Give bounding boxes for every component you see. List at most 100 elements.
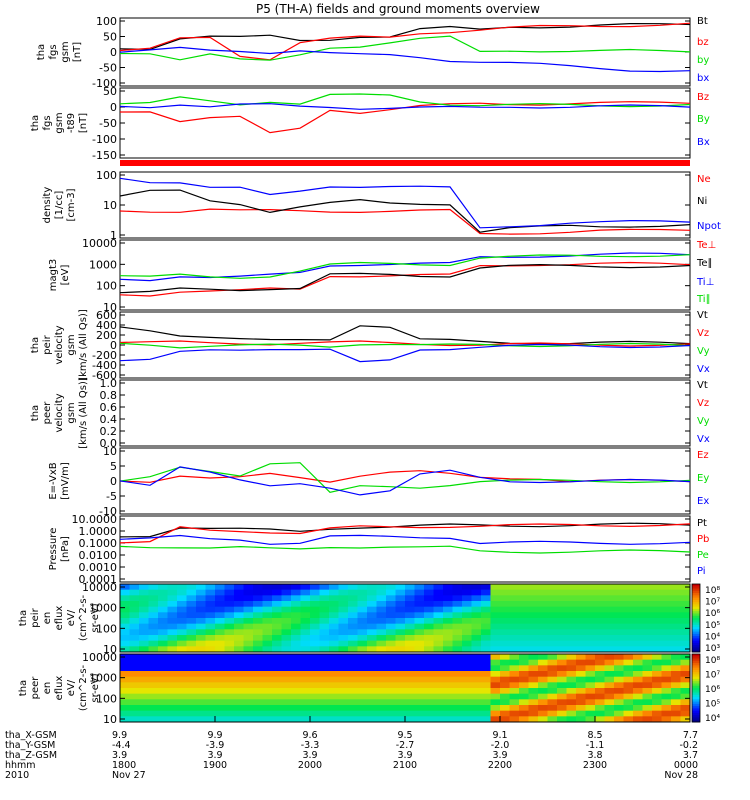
panel-1: 100 50 0 -50 -100 tha fgs gsm [nT] Bt bz by bx	[36, 15, 709, 90]
colorbar-label: 10⁸	[705, 586, 720, 596]
y-axis-label: en	[42, 612, 53, 625]
legend-entry: Pb	[697, 534, 709, 545]
legend-entry: Pi	[697, 566, 706, 577]
y-axis-label: sr-eV)	[90, 673, 101, 702]
y-axis-label: gsm	[66, 334, 77, 355]
y-tick-label: -50	[99, 117, 117, 130]
y-tick-label: 1000	[89, 258, 117, 271]
x-tick-label: 1900	[203, 760, 227, 771]
x-tick-label: -0.2	[679, 740, 698, 751]
legend-entry: by	[697, 55, 709, 66]
y-tick-label: 0	[110, 475, 117, 488]
y-axis-label: [km/s (All Qs)]	[78, 309, 89, 381]
y-tick-label: 1.0000	[79, 525, 118, 538]
series-line-Vt	[119, 325, 691, 345]
legend-entry: Pt	[697, 518, 707, 529]
y-tick-label: 0	[110, 101, 117, 114]
y-axis-label: [nT]	[78, 113, 89, 133]
y-axis-label: peir	[42, 334, 53, 354]
x-tick-label: 2200	[488, 760, 512, 771]
y-axis-label: density	[42, 187, 53, 224]
legend-entry: Vz	[697, 398, 709, 409]
x-tick-label: 9.9	[207, 730, 222, 741]
colorbar-label: 10⁵	[705, 700, 720, 710]
y-tick-label: 50	[103, 85, 117, 98]
y-tick-label: 0.0001	[79, 573, 118, 586]
legend-entry: Vy	[697, 416, 710, 427]
y-tick-label: 0	[110, 339, 117, 352]
x-tick-label: -3.3	[301, 740, 320, 751]
panel-10: 10⁸ 10⁷ 10⁶ 10⁵ 10⁴ 10000 1000 100 10 tha peer en ef…	[18, 651, 720, 726]
colorbar-label: 10⁷	[705, 671, 720, 681]
plot-title: P5 (TH-A) fields and ground moments over…	[256, 2, 540, 16]
legend-entry: Vz	[697, 328, 709, 339]
y-tick-label: -600	[92, 369, 117, 382]
x-tick-label: 2000	[298, 760, 322, 771]
legend-entry: Ne	[697, 174, 711, 185]
panel-6: 1.00.80.60.40.20.0 tha peer velocity gsm [km/…	[30, 377, 710, 450]
x-tick-label: 3.8	[587, 750, 602, 761]
legend-entry: Bz	[697, 92, 709, 103]
y-axis-label: peir	[30, 607, 41, 627]
legend-entry: Npot	[697, 221, 721, 232]
x-tick-label: -1.1	[586, 740, 605, 751]
legend-entry: bx	[697, 73, 709, 84]
y-tick-label: -200	[92, 349, 117, 362]
series-line-Pt	[119, 522, 691, 538]
y-tick-label: -150	[92, 149, 117, 162]
panel-7: 10 5 0 -5 -10 E=-VxB [mV/m] Ez Ey Ex	[48, 445, 709, 518]
y-axis-label: eflux	[54, 676, 65, 701]
legend-entry: Ex	[697, 496, 709, 507]
y-axis-label: tha	[36, 44, 47, 60]
y-axis-label: Pressure	[48, 528, 59, 571]
y-axis-label: peer	[42, 401, 53, 425]
separator-bar	[120, 160, 690, 166]
y-tick-label: 600	[96, 309, 117, 322]
y-tick-label: 100	[96, 15, 117, 28]
y-tick-label: 100	[96, 622, 117, 635]
x-tick-label: 2300	[583, 760, 607, 771]
series-line-Ey	[119, 462, 691, 493]
colorbar-label: 10⁶	[705, 685, 720, 695]
x-tick-label: 3.9	[207, 750, 222, 761]
x-tick-label: 3.7	[683, 750, 698, 761]
legend-entry: Ez	[697, 450, 709, 461]
y-axis-label: tha	[18, 610, 29, 626]
x-tick-label: Nov 28	[664, 770, 698, 781]
series-line-by	[119, 35, 691, 61]
y-axis-label: velocity	[54, 393, 65, 432]
x-axis-row-label: tha_Y-GSM	[5, 740, 55, 751]
legend-entry: Vx	[697, 364, 710, 375]
x-tick-label: 3.9	[492, 750, 507, 761]
y-axis-label: sr-eV)	[90, 603, 101, 632]
x-tick-label: 0000	[674, 760, 698, 771]
legend-entry: Bt	[697, 16, 708, 27]
y-tick-label: 0.8	[100, 389, 118, 402]
y-tick-label: -100	[92, 133, 117, 146]
colorbar-label: 10⁶	[705, 609, 720, 619]
series-line-bz	[119, 22, 691, 61]
series-line-Bt	[119, 22, 691, 51]
y-axis-label: eV/	[66, 679, 77, 696]
legend-entry: By	[697, 114, 710, 125]
x-tick-label: 3.9	[397, 750, 412, 761]
legend-entry: Vt	[697, 310, 708, 321]
legend-entry: Ey	[697, 473, 709, 484]
x-tick-label: -2.7	[396, 740, 415, 751]
y-tick-label: 1	[110, 229, 117, 242]
y-tick-label: 0	[110, 46, 117, 59]
y-tick-label: 1000	[89, 602, 117, 615]
y-tick-label: 10.0000	[72, 513, 118, 526]
series-line-Pe	[119, 545, 691, 554]
x-axis-row-label: hhmm	[5, 760, 36, 771]
colorbar-label: 10⁸	[705, 656, 720, 666]
y-axis-label: tha	[30, 115, 41, 131]
x-tick-label: 8.5	[587, 730, 602, 741]
y-axis-label: peer	[30, 676, 41, 700]
y-tick-label: 0.1000	[79, 537, 118, 550]
x-tick-label: -4.4	[112, 740, 131, 751]
x-axis-row-label: tha_X-GSM	[5, 730, 57, 741]
